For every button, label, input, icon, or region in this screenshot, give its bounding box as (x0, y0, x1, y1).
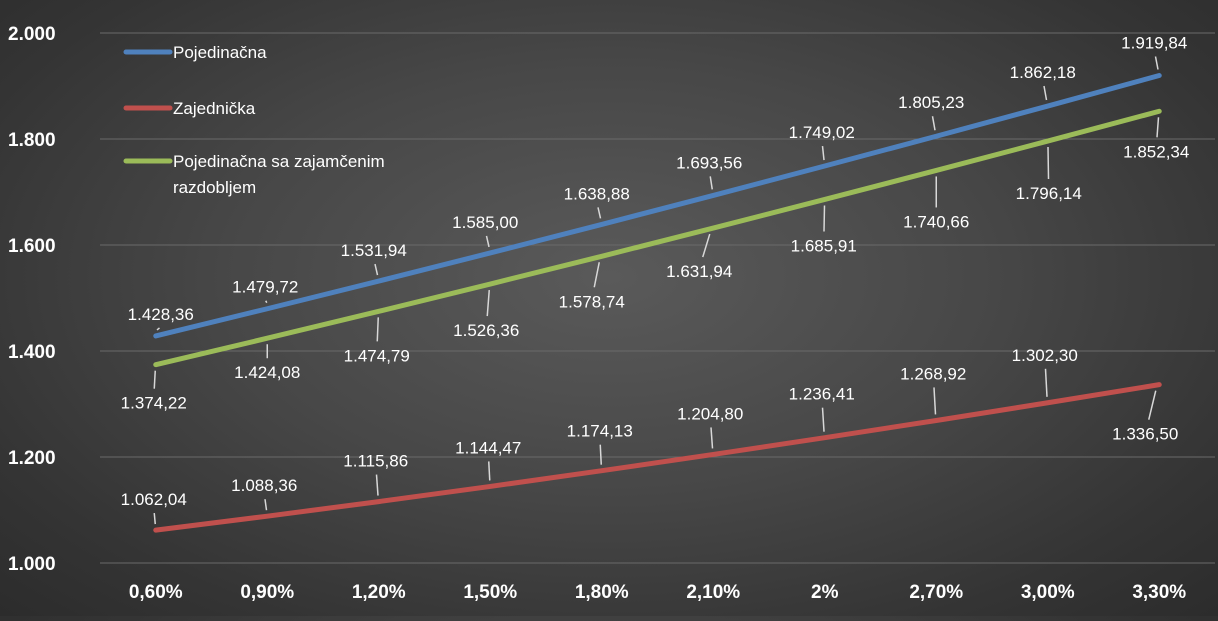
data-label: 1.302,30 (1012, 346, 1078, 365)
label-leader-line (265, 300, 268, 304)
label-leader-line (486, 289, 490, 317)
x-tick-label: 3,00% (1021, 582, 1075, 603)
label-leader-line (153, 513, 156, 525)
data-label: 1.862,18 (1010, 63, 1076, 82)
data-label: 1.526,36 (453, 321, 519, 340)
data-label: 1.852,34 (1123, 142, 1189, 161)
label-leader-line (153, 370, 156, 389)
data-label: 1.796,14 (1016, 184, 1082, 203)
y-tick-label: 1.600 (8, 236, 56, 257)
data-label: 1.638,88 (564, 184, 630, 203)
label-leader-line (374, 263, 379, 276)
data-label: 1.631,94 (666, 262, 732, 281)
data-label: 1.115,86 (343, 452, 408, 471)
y-tick-label: 1.200 (8, 448, 56, 469)
x-tick-label: 3,30% (1132, 582, 1186, 603)
series-line-1 (153, 382, 1162, 533)
data-label: 1.474,79 (344, 346, 410, 365)
y-tick-label: 1.000 (8, 554, 56, 575)
label-leader-line (264, 499, 268, 511)
x-tick-label: 1,80% (575, 582, 629, 603)
label-leader-line (156, 327, 160, 331)
data-label: 1.578,74 (559, 292, 625, 311)
legend-label: razdobljem (173, 178, 256, 197)
data-label: 1.236,41 (789, 385, 855, 404)
label-leader-lines (153, 56, 1160, 525)
label-leader-line (821, 407, 825, 432)
label-leader-line (709, 176, 713, 190)
series-line-2 (153, 108, 1162, 368)
label-leader-line (1044, 368, 1048, 397)
label-leader-line (599, 444, 602, 465)
label-leader-line (488, 461, 491, 481)
series-line-0 (153, 72, 1162, 339)
x-tick-label: 1,50% (463, 582, 517, 603)
x-tick-label: 2,10% (686, 582, 740, 603)
gridlines (100, 32, 1215, 564)
label-leader-line (597, 207, 602, 219)
label-leader-line (1154, 56, 1159, 70)
label-leader-line (376, 317, 379, 342)
label-leader-line (823, 205, 826, 232)
label-leader-line (1148, 390, 1157, 420)
label-leader-line (593, 262, 600, 288)
data-label: 1.204,80 (677, 404, 743, 423)
label-leader-line (821, 145, 825, 161)
label-leader-line (1047, 147, 1050, 180)
data-label: 1.428,36 (128, 305, 194, 324)
data-labels: 1.428,36 1.479,72 1.531,94 1.585,00 1.638,88… (121, 33, 1190, 509)
x-tick-label: 0,90% (240, 582, 294, 603)
y-tick-label: 1.400 (8, 342, 56, 363)
y-axis-ticks: 1.000 1.200 1.400 1.600 1.800 2.000 (8, 24, 56, 575)
x-axis-ticks: 0,60% 0,90% 1,20% 1,50% 1,80% 2,10% 2% 2,70% 3,0… (129, 582, 1186, 603)
label-leader-line (931, 116, 936, 131)
data-label: 1.479,72 (232, 278, 298, 297)
label-leader-line (375, 474, 379, 496)
legend: Pojedinačna Zajednička Pojedinačna sa zaja… (123, 43, 385, 197)
label-leader-line (485, 235, 490, 248)
data-label: 1.531,94 (341, 241, 407, 260)
data-label: 1.144,47 (455, 438, 521, 457)
label-leader-line (933, 387, 937, 415)
data-label: 1.268,92 (900, 364, 966, 383)
x-tick-label: 2,70% (909, 582, 963, 603)
legend-label: Pojedinačna sa zajamčenim (173, 152, 385, 171)
series-lines (153, 72, 1162, 533)
data-label: 1.685,91 (791, 236, 857, 255)
x-tick-label: 2% (811, 582, 839, 603)
legend-label: Zajednička (173, 99, 256, 118)
label-leader-line (1043, 85, 1048, 101)
data-label: 1.749,02 (789, 123, 855, 142)
label-leader-line (1156, 117, 1160, 138)
data-label: 1.374,22 (121, 394, 187, 413)
data-label: 1.693,56 (676, 153, 742, 172)
data-label: 1.805,23 (898, 93, 964, 112)
label-leader-line (702, 233, 711, 258)
data-label: 1.088,36 (231, 476, 297, 495)
label-leader-line (710, 427, 714, 449)
x-tick-label: 1,20% (352, 582, 406, 603)
data-label: 1.585,00 (452, 213, 518, 232)
y-tick-label: 1.800 (8, 130, 56, 151)
data-label: 1.919,84 (1121, 33, 1187, 52)
legend-label: Pojedinačna (173, 43, 267, 62)
data-label: 1.740,66 (903, 212, 969, 231)
y-tick-label: 2.000 (8, 24, 56, 45)
x-tick-label: 0,60% (129, 582, 183, 603)
data-label: 1.062,04 (121, 490, 187, 509)
data-label: 1.424,08 (234, 363, 300, 382)
data-label: 1.336,50 (1112, 425, 1178, 444)
data-label: 1.174,13 (567, 422, 633, 441)
